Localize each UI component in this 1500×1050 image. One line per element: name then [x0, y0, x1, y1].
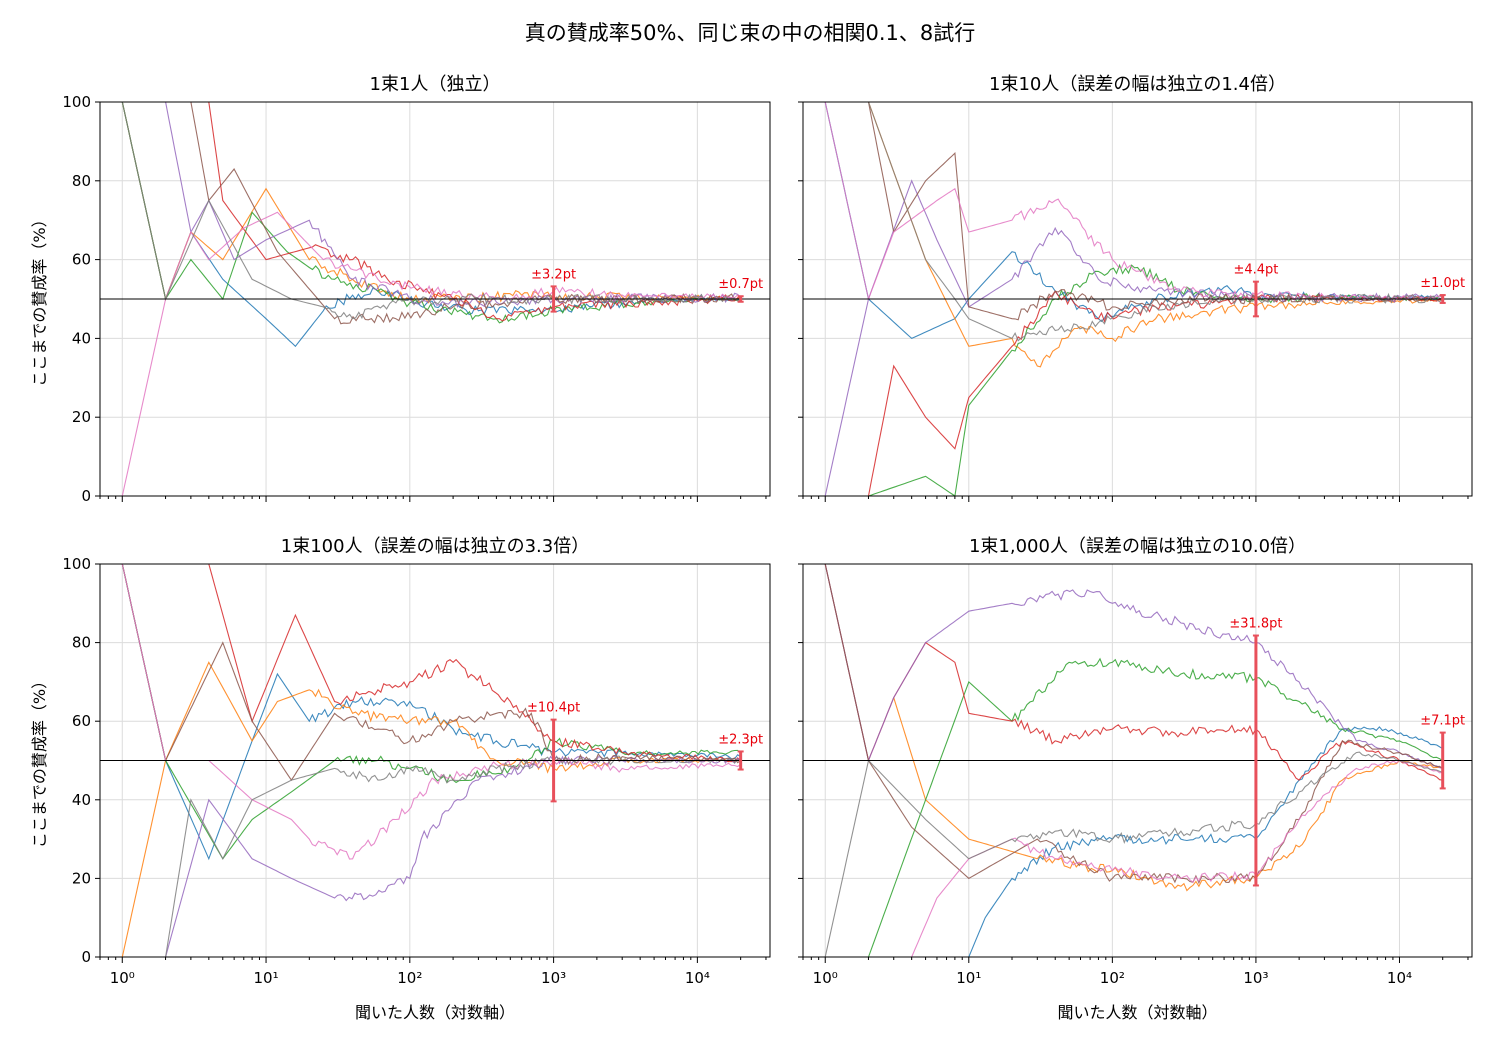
series-line-8 [121, 102, 742, 320]
series-line-7 [121, 211, 742, 496]
series-line-6 [121, 564, 742, 782]
error-annotation: ±0.7pt [718, 277, 763, 292]
x-axis-label: 聞いた人数（対数軸） [355, 1003, 515, 1022]
series-line-2 [121, 102, 741, 304]
series-line-6 [122, 102, 741, 325]
x-axis-label: 聞いた人数（対数軸） [1057, 1003, 1217, 1022]
series-line-8 [165, 755, 741, 957]
figure-title: 真の賛成率50%、同じ束の中の相関0.1、8試行 [525, 21, 975, 45]
panel-title: 1束100人（誤差の幅は独立の3.3倍） [281, 536, 589, 557]
series-line-2 [825, 102, 1443, 368]
panel-4: ±31.8pt ±7.1pt 10⁰ 10¹ 10² 10³ 10⁴ 1束1,000人（誤差の… [798, 536, 1473, 1022]
y-tick-label: 60 [72, 251, 91, 269]
series-line-1 [121, 564, 741, 861]
series-line-7 [121, 564, 742, 860]
plot-frame [802, 563, 1473, 958]
panel-title: 1束1人（独立） [370, 74, 501, 95]
y-tick-label: 80 [72, 634, 91, 652]
series-group [121, 102, 742, 496]
x-tick-label: 10⁴ [1387, 969, 1412, 987]
series-line-1 [968, 726, 1443, 957]
y-tick-label: 20 [72, 408, 91, 426]
panels: ±3.2pt ±0.7pt 0 20 40 60 80 100 1束1人（独立） ここまでの賛成率… [30, 74, 1473, 1022]
series-line-3 [121, 102, 741, 324]
y-tick-label: 0 [81, 487, 91, 505]
x-tick-label: 10³ [1243, 969, 1268, 987]
series-line-5 [824, 179, 1443, 496]
series-line-5 [122, 755, 741, 957]
series-line-6 [825, 102, 1443, 321]
series-line-2 [121, 661, 741, 957]
series-line-7 [824, 102, 1443, 302]
panel-title: 1束10人（誤差の幅は独立の1.4倍） [989, 74, 1286, 95]
error-annotation: ±31.8pt [1229, 617, 1282, 632]
x-tick-label: 10¹ [253, 969, 278, 987]
series-line-4 [122, 564, 742, 763]
plot-frame [802, 101, 1473, 497]
series-line-5 [824, 564, 1443, 769]
series-line-2 [893, 697, 1443, 892]
plot-frame [99, 101, 771, 497]
x-tick-label: 10⁰ [813, 969, 838, 987]
panel-title: 1束1,000人（誤差の幅は独立の10.0倍） [969, 536, 1306, 557]
panel-3: ±10.4pt ±2.3pt 0 20 40 60 80 100 10⁰ 10¹ 10² 10³ 10⁴… [30, 536, 771, 1022]
error-annotation: ±1.0pt [1420, 276, 1465, 291]
series-line-6 [824, 564, 1444, 885]
y-tick-label: 100 [62, 93, 91, 111]
series-line-8 [825, 102, 1444, 342]
series-line-8 [824, 751, 1443, 957]
plot-frame [99, 563, 771, 958]
y-tick-label: 100 [62, 555, 91, 573]
x-tick-label: 10² [397, 969, 422, 987]
error-annotation: ±10.4pt [527, 701, 580, 716]
x-tick-label: 10⁴ [685, 969, 710, 987]
error-annotation: ±2.3pt [718, 732, 763, 747]
error-annotation: ±7.1pt [1420, 714, 1465, 729]
y-tick-label: 20 [72, 869, 91, 887]
panel-1: ±3.2pt ±0.7pt 0 20 40 60 80 100 1束1人（独立） ここまでの賛成率… [30, 74, 771, 505]
y-tick-label: 80 [72, 172, 91, 190]
series-line-4 [867, 290, 1443, 496]
x-tick-label: 10² [1100, 969, 1125, 987]
series-line-5 [122, 102, 742, 309]
y-axis-label: ここまでの賛成率（%） [30, 211, 49, 386]
x-tick-label: 10³ [541, 969, 566, 987]
series-line-7 [911, 759, 1443, 957]
series-line-4 [122, 102, 741, 322]
y-tick-label: 0 [81, 948, 91, 966]
x-tick-label: 10¹ [956, 969, 981, 987]
series-line-1 [121, 102, 742, 348]
error-annotation: ±3.2pt [531, 267, 576, 282]
error-annotation: ±4.4pt [1233, 263, 1278, 278]
panel-2: ±4.4pt ±1.0pt 1束10人（誤差の幅は独立の1.4倍） [798, 74, 1473, 502]
x-tick-label: 10⁰ [110, 969, 135, 987]
series-group [121, 564, 742, 957]
series-line-3 [867, 657, 1443, 957]
y-axis-label: ここまでの賛成率（%） [30, 673, 49, 848]
series-line-4 [824, 564, 1443, 781]
series-line-3 [121, 564, 742, 860]
y-tick-label: 60 [72, 712, 91, 730]
series-group [824, 564, 1444, 957]
y-tick-label: 40 [72, 791, 91, 809]
y-tick-label: 40 [72, 329, 91, 347]
